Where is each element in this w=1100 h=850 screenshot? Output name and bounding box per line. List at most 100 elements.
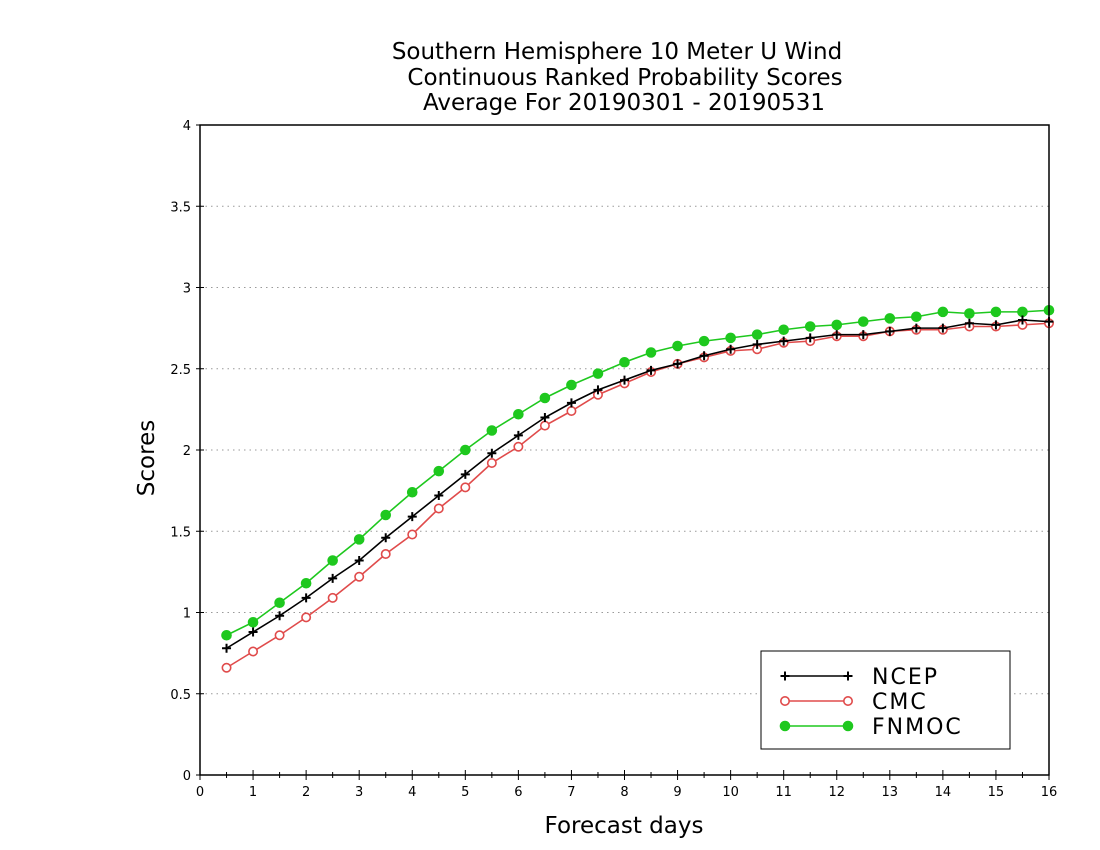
data-point-cmc bbox=[354, 571, 365, 582]
y-tick-label: 2 bbox=[183, 444, 191, 459]
data-point-fnmoc bbox=[778, 324, 789, 336]
data-point-ncep bbox=[832, 330, 842, 340]
data-point-fnmoc bbox=[406, 486, 418, 498]
x-tick-label: 13 bbox=[882, 785, 899, 800]
data-point-fnmoc bbox=[592, 368, 604, 379]
x-tick-label: 7 bbox=[567, 785, 575, 800]
data-point-fnmoc bbox=[486, 425, 498, 436]
x-axis-label: Forecast days bbox=[545, 813, 704, 839]
y-tick-label: 1.5 bbox=[170, 525, 191, 540]
series-layer bbox=[221, 304, 1055, 673]
legend-box bbox=[760, 650, 1011, 750]
legend-marker bbox=[842, 695, 853, 706]
x-tick-label: 16 bbox=[1041, 785, 1058, 800]
data-point-ncep bbox=[991, 320, 1001, 330]
data-point-fnmoc bbox=[990, 306, 1002, 318]
y-axis-label: Scores bbox=[134, 420, 160, 496]
data-point-fnmoc bbox=[221, 629, 232, 641]
x-tick-label: 1 bbox=[249, 785, 257, 800]
data-point-ncep bbox=[805, 333, 815, 343]
data-point-ncep bbox=[885, 326, 895, 336]
y-tick-label: 0.5 bbox=[170, 688, 191, 703]
data-point-ncep bbox=[434, 491, 444, 500]
data-point-ncep bbox=[301, 593, 311, 603]
data-point-ncep bbox=[1017, 315, 1027, 325]
data-point-fnmoc bbox=[804, 321, 816, 332]
data-point-fnmoc bbox=[247, 616, 259, 628]
data-point-fnmoc bbox=[300, 577, 312, 589]
data-point-ncep bbox=[460, 469, 470, 479]
data-point-fnmoc bbox=[619, 356, 630, 368]
data-point-fnmoc bbox=[884, 313, 896, 324]
y-tick-label: 3 bbox=[183, 282, 191, 297]
data-point-cmc bbox=[221, 662, 232, 673]
data-point-ncep bbox=[381, 533, 391, 543]
y-tick-label: 3.5 bbox=[170, 200, 191, 215]
data-point-ncep bbox=[566, 398, 576, 408]
legend-item-fnmoc: FNMOC bbox=[779, 715, 961, 740]
data-point-ncep bbox=[646, 365, 656, 375]
data-point-fnmoc bbox=[751, 329, 763, 340]
legend-marker bbox=[779, 720, 791, 732]
x-tick-label: 10 bbox=[722, 785, 739, 800]
data-point-ncep bbox=[513, 430, 523, 440]
y-tick-label: 4 bbox=[183, 119, 191, 134]
data-point-ncep bbox=[593, 385, 603, 395]
data-point-ncep bbox=[673, 359, 683, 369]
x-tick-label: 15 bbox=[988, 785, 1005, 800]
x-tick-label: 3 bbox=[355, 785, 363, 800]
data-point-fnmoc bbox=[672, 340, 683, 352]
data-point-cmc bbox=[327, 592, 338, 603]
legend-item-cmc: CMC bbox=[779, 690, 926, 715]
data-point-ncep bbox=[964, 318, 974, 328]
y-tick-label: 1 bbox=[183, 607, 191, 622]
data-point-fnmoc bbox=[380, 509, 392, 521]
data-point-fnmoc bbox=[274, 597, 285, 609]
data-point-fnmoc bbox=[539, 392, 551, 404]
series-ncep bbox=[222, 315, 1054, 653]
data-point-fnmoc bbox=[566, 379, 577, 391]
y-axis-ticks: 0 0.5 1 1.5 2 2.5 3 3.5 4 bbox=[170, 119, 204, 784]
grid-lines bbox=[200, 205, 1049, 695]
data-point-ncep bbox=[248, 627, 258, 637]
data-point-cmc bbox=[539, 420, 550, 431]
legend-marker bbox=[780, 671, 790, 681]
data-point-cmc bbox=[460, 482, 471, 493]
chart-title-line-3: Average For 20190301 - 20190531 bbox=[423, 90, 825, 116]
legend-marker bbox=[842, 720, 854, 732]
x-tick-label: 5 bbox=[461, 785, 469, 800]
legend-marker bbox=[779, 695, 790, 706]
x-tick-label: 0 bbox=[196, 785, 204, 800]
data-point-ncep bbox=[407, 512, 417, 522]
x-tick-label: 14 bbox=[935, 785, 952, 800]
data-point-fnmoc bbox=[460, 444, 471, 456]
legend-label: NCEP bbox=[872, 665, 939, 690]
chart-title: Southern Hemisphere 10 Meter U Wind Cont… bbox=[392, 39, 843, 116]
legend-item-ncep: NCEP bbox=[780, 665, 939, 690]
data-point-ncep bbox=[752, 339, 762, 349]
data-point-fnmoc bbox=[964, 308, 975, 319]
series-fnmoc bbox=[221, 304, 1055, 641]
data-point-cmc bbox=[248, 646, 259, 657]
series-cmc bbox=[221, 318, 1055, 673]
data-point-ncep bbox=[328, 573, 338, 583]
chart-title-line-2: Continuous Ranked Probability Scores bbox=[407, 65, 842, 91]
data-point-cmc bbox=[407, 529, 418, 540]
data-point-cmc bbox=[566, 405, 577, 416]
x-tick-label: 4 bbox=[408, 785, 416, 800]
chart-title-line-1: Southern Hemisphere 10 Meter U Wind bbox=[392, 39, 842, 65]
data-point-ncep bbox=[487, 448, 497, 458]
x-axis-ticks: 0 1 2 3 4 5 6 7 8 9 10 11 12 13 14 15 16 bbox=[196, 770, 1057, 800]
data-point-cmc bbox=[486, 457, 497, 468]
data-point-ncep bbox=[540, 413, 550, 422]
data-point-ncep bbox=[222, 643, 232, 653]
data-point-fnmoc bbox=[513, 408, 524, 420]
data-point-cmc bbox=[380, 548, 391, 559]
data-point-fnmoc bbox=[645, 347, 657, 358]
x-tick-label: 2 bbox=[302, 785, 310, 800]
data-point-ncep bbox=[911, 323, 921, 333]
data-point-ncep bbox=[858, 330, 868, 340]
y-tick-label: 0 bbox=[183, 769, 191, 784]
